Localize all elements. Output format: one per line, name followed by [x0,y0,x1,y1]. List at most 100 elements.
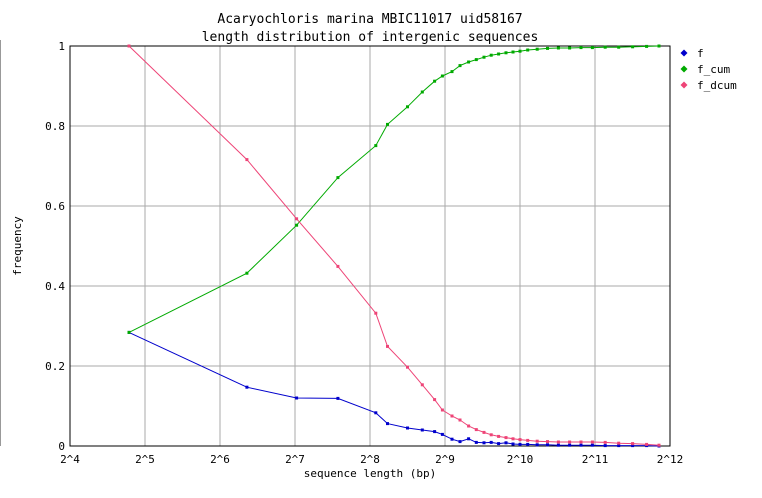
x-tick-label: 2^6 [210,453,230,466]
data-point [590,440,594,444]
data-point [497,434,501,438]
legend-marker [680,81,688,89]
legend-item: f_dcum [680,79,737,92]
data-point [295,217,299,221]
series-line [128,331,660,447]
chart-title: Acaryochloris marina MBIC11017 uid58167 [217,12,522,27]
data-point [568,46,572,50]
data-point [511,442,515,446]
data-point [526,48,530,52]
legend-item: f_cum [680,63,730,76]
data-point [406,365,409,369]
data-point [386,122,389,126]
y-tick-label: 1 [58,40,65,53]
data-point [450,70,454,74]
y-tick-label: 0 [58,440,65,453]
data-point [474,440,478,444]
data-point [406,426,409,430]
legend-label: f [697,47,704,60]
data-point [590,46,594,50]
data-point [467,437,471,441]
data-point [579,443,583,447]
data-point [526,438,530,442]
data-point [603,444,607,448]
data-point [458,64,462,68]
data-point [511,437,515,441]
data-point [374,144,378,148]
data-point [617,444,621,448]
x-tick-label: 2^9 [435,453,455,466]
data-point [631,442,635,446]
data-point [489,433,493,437]
chart-subtitle: length distribution of intergenic sequen… [202,30,539,45]
x-tick-label: 2^5 [135,453,155,466]
data-point [374,411,378,415]
x-tick-label: 2^4 [60,453,80,466]
series-line [128,45,660,333]
data-point [617,441,621,445]
data-point [467,424,471,428]
data-point [556,440,560,444]
legend-marker [680,49,688,57]
series-f-dcum [127,44,661,447]
data-point [504,51,508,55]
data-point [336,396,340,400]
data-point [504,441,508,445]
data-point [535,443,539,447]
data-point [474,58,478,62]
data-point [406,105,409,109]
data-point [568,440,572,444]
data-point [518,438,522,442]
data-point [386,344,389,348]
data-point [482,441,486,445]
data-point [535,439,539,443]
legend-label: f_dcum [697,79,737,92]
data-point [433,79,437,83]
x-tick-label: 2^12 [657,453,684,466]
data-point [645,44,649,48]
legend-item: f [680,47,704,60]
data-point [127,44,131,48]
data-point [420,383,424,387]
data-point [458,440,462,444]
data-point [504,436,508,440]
series-layer [127,44,661,448]
data-point [420,90,424,94]
data-point [489,53,493,57]
data-point [535,47,539,51]
data-point [482,430,486,434]
data-point [617,45,621,49]
data-point [631,45,635,49]
data-point [482,55,486,59]
data-point [467,60,471,64]
data-point [336,264,340,268]
x-tick-label: 2^10 [507,453,534,466]
data-point [603,440,607,444]
data-point [440,408,444,412]
data-point [386,422,389,426]
data-point [450,437,454,441]
data-point [433,398,437,402]
data-point [518,49,522,53]
y-tick-label: 0.4 [45,280,65,293]
x-axis-label: sequence length (bp) [304,467,436,480]
data-point [245,385,249,389]
x-tick-label: 2^7 [285,453,305,466]
x-tick-label: 2^8 [360,453,380,466]
data-point [579,440,583,444]
data-point [295,396,299,400]
tick-labels: 2^4 2^5 2^6 2^7 2^8 2^9 2^10 2^11 2^12 0 0.2 0.4 0.6… [45,40,683,466]
y-axis-label: frequency [11,216,24,276]
data-point [450,414,454,418]
data-point [631,444,635,448]
y-tick-label: 0.8 [45,120,65,133]
data-point [440,432,444,436]
legend-label: f_cum [697,63,730,76]
data-point [657,44,661,48]
data-point [546,443,549,447]
data-point [127,330,131,334]
data-point [497,52,501,56]
data-point [295,223,299,227]
data-point [497,442,501,446]
